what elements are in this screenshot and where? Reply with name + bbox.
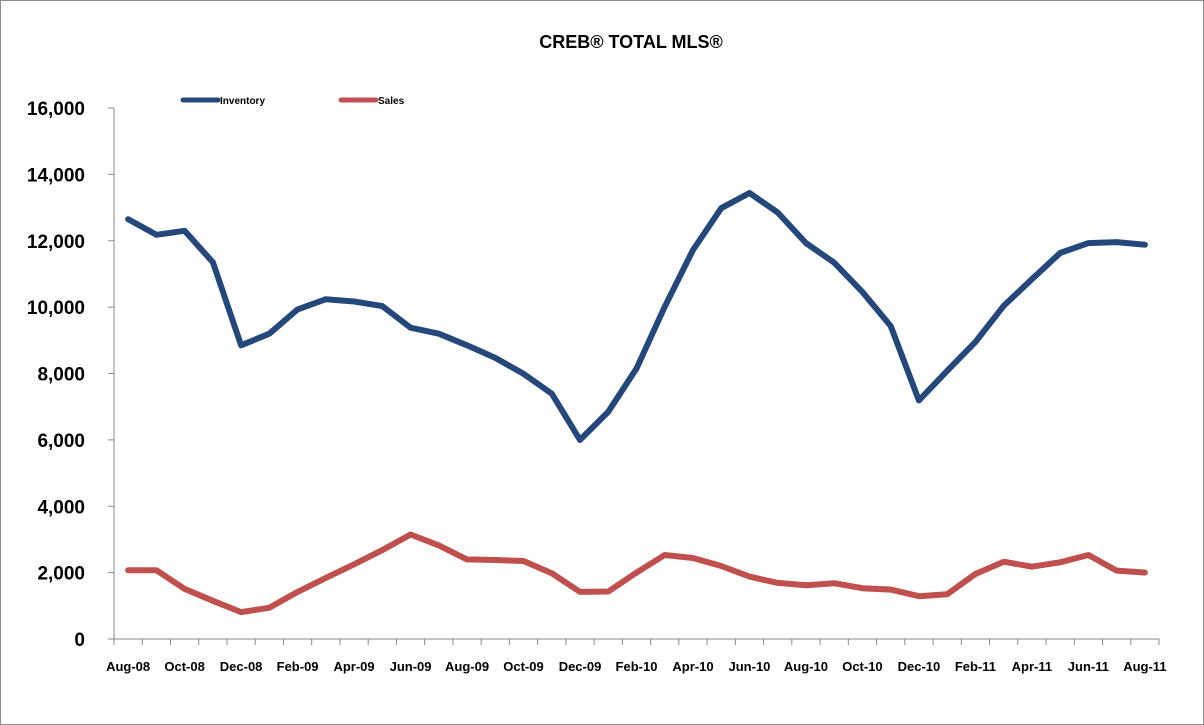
x-tick-label: Feb-09 (277, 659, 319, 674)
x-tick-label: Apr-11 (1012, 659, 1052, 674)
x-tick-label: Dec-10 (898, 659, 941, 674)
x-tick-label: Apr-10 (672, 659, 713, 674)
y-tick-label: 10,000 (27, 298, 85, 319)
x-tick-label: Aug-08 (106, 659, 150, 674)
x-tick-label: Oct-10 (842, 659, 882, 674)
series-line-inventory (125, 190, 1148, 443)
y-tick-label: 12,000 (27, 232, 85, 253)
y-tick-label: 6,000 (37, 431, 85, 452)
x-axis-ticks: Aug-08 Oct-08 Dec-08 Feb-09 Apr-09 Jun-09 Aug-… (106, 639, 1167, 674)
legend-sales-label: Sales (378, 96, 405, 107)
legend-inventory-label: Inventory (220, 96, 265, 107)
chart-title: CREB® TOTAL MLS® (539, 32, 723, 52)
legend: Inventory Sales (180, 96, 405, 107)
x-tick-label: Apr-09 (333, 659, 374, 674)
y-tick-label: 8,000 (37, 365, 85, 386)
x-tick-label: Feb-11 (955, 659, 996, 674)
x-tick-label: Feb-10 (616, 659, 658, 674)
series-lines (125, 190, 1148, 616)
y-tick-label: 16,000 (27, 99, 85, 120)
y-tick-label: 0 (74, 630, 85, 651)
x-tick-label: Aug-10 (784, 659, 828, 674)
y-tick-label: 4,000 (37, 497, 85, 518)
x-tick-label: Dec-09 (559, 659, 602, 674)
x-tick-label: Aug-09 (445, 659, 489, 674)
x-tick-label: Jun-09 (390, 659, 432, 674)
y-tick-label: 2,000 (37, 564, 85, 585)
series-line-sales (125, 531, 1148, 616)
x-tick-label: Jun-11 (1068, 659, 1109, 674)
x-tick-label: Dec-08 (220, 659, 263, 674)
x-tick-label: Oct-09 (503, 659, 543, 674)
x-tick-label: Aug-11 (1123, 659, 1166, 674)
y-axis-ticks: 0 2,000 4,000 6,000 8,000 10,000 12,000 14,000 1… (27, 99, 114, 651)
y-tick-label: 14,000 (27, 165, 85, 186)
x-tick-label: Oct-08 (164, 659, 204, 674)
x-tick-label: Jun-10 (729, 659, 771, 674)
